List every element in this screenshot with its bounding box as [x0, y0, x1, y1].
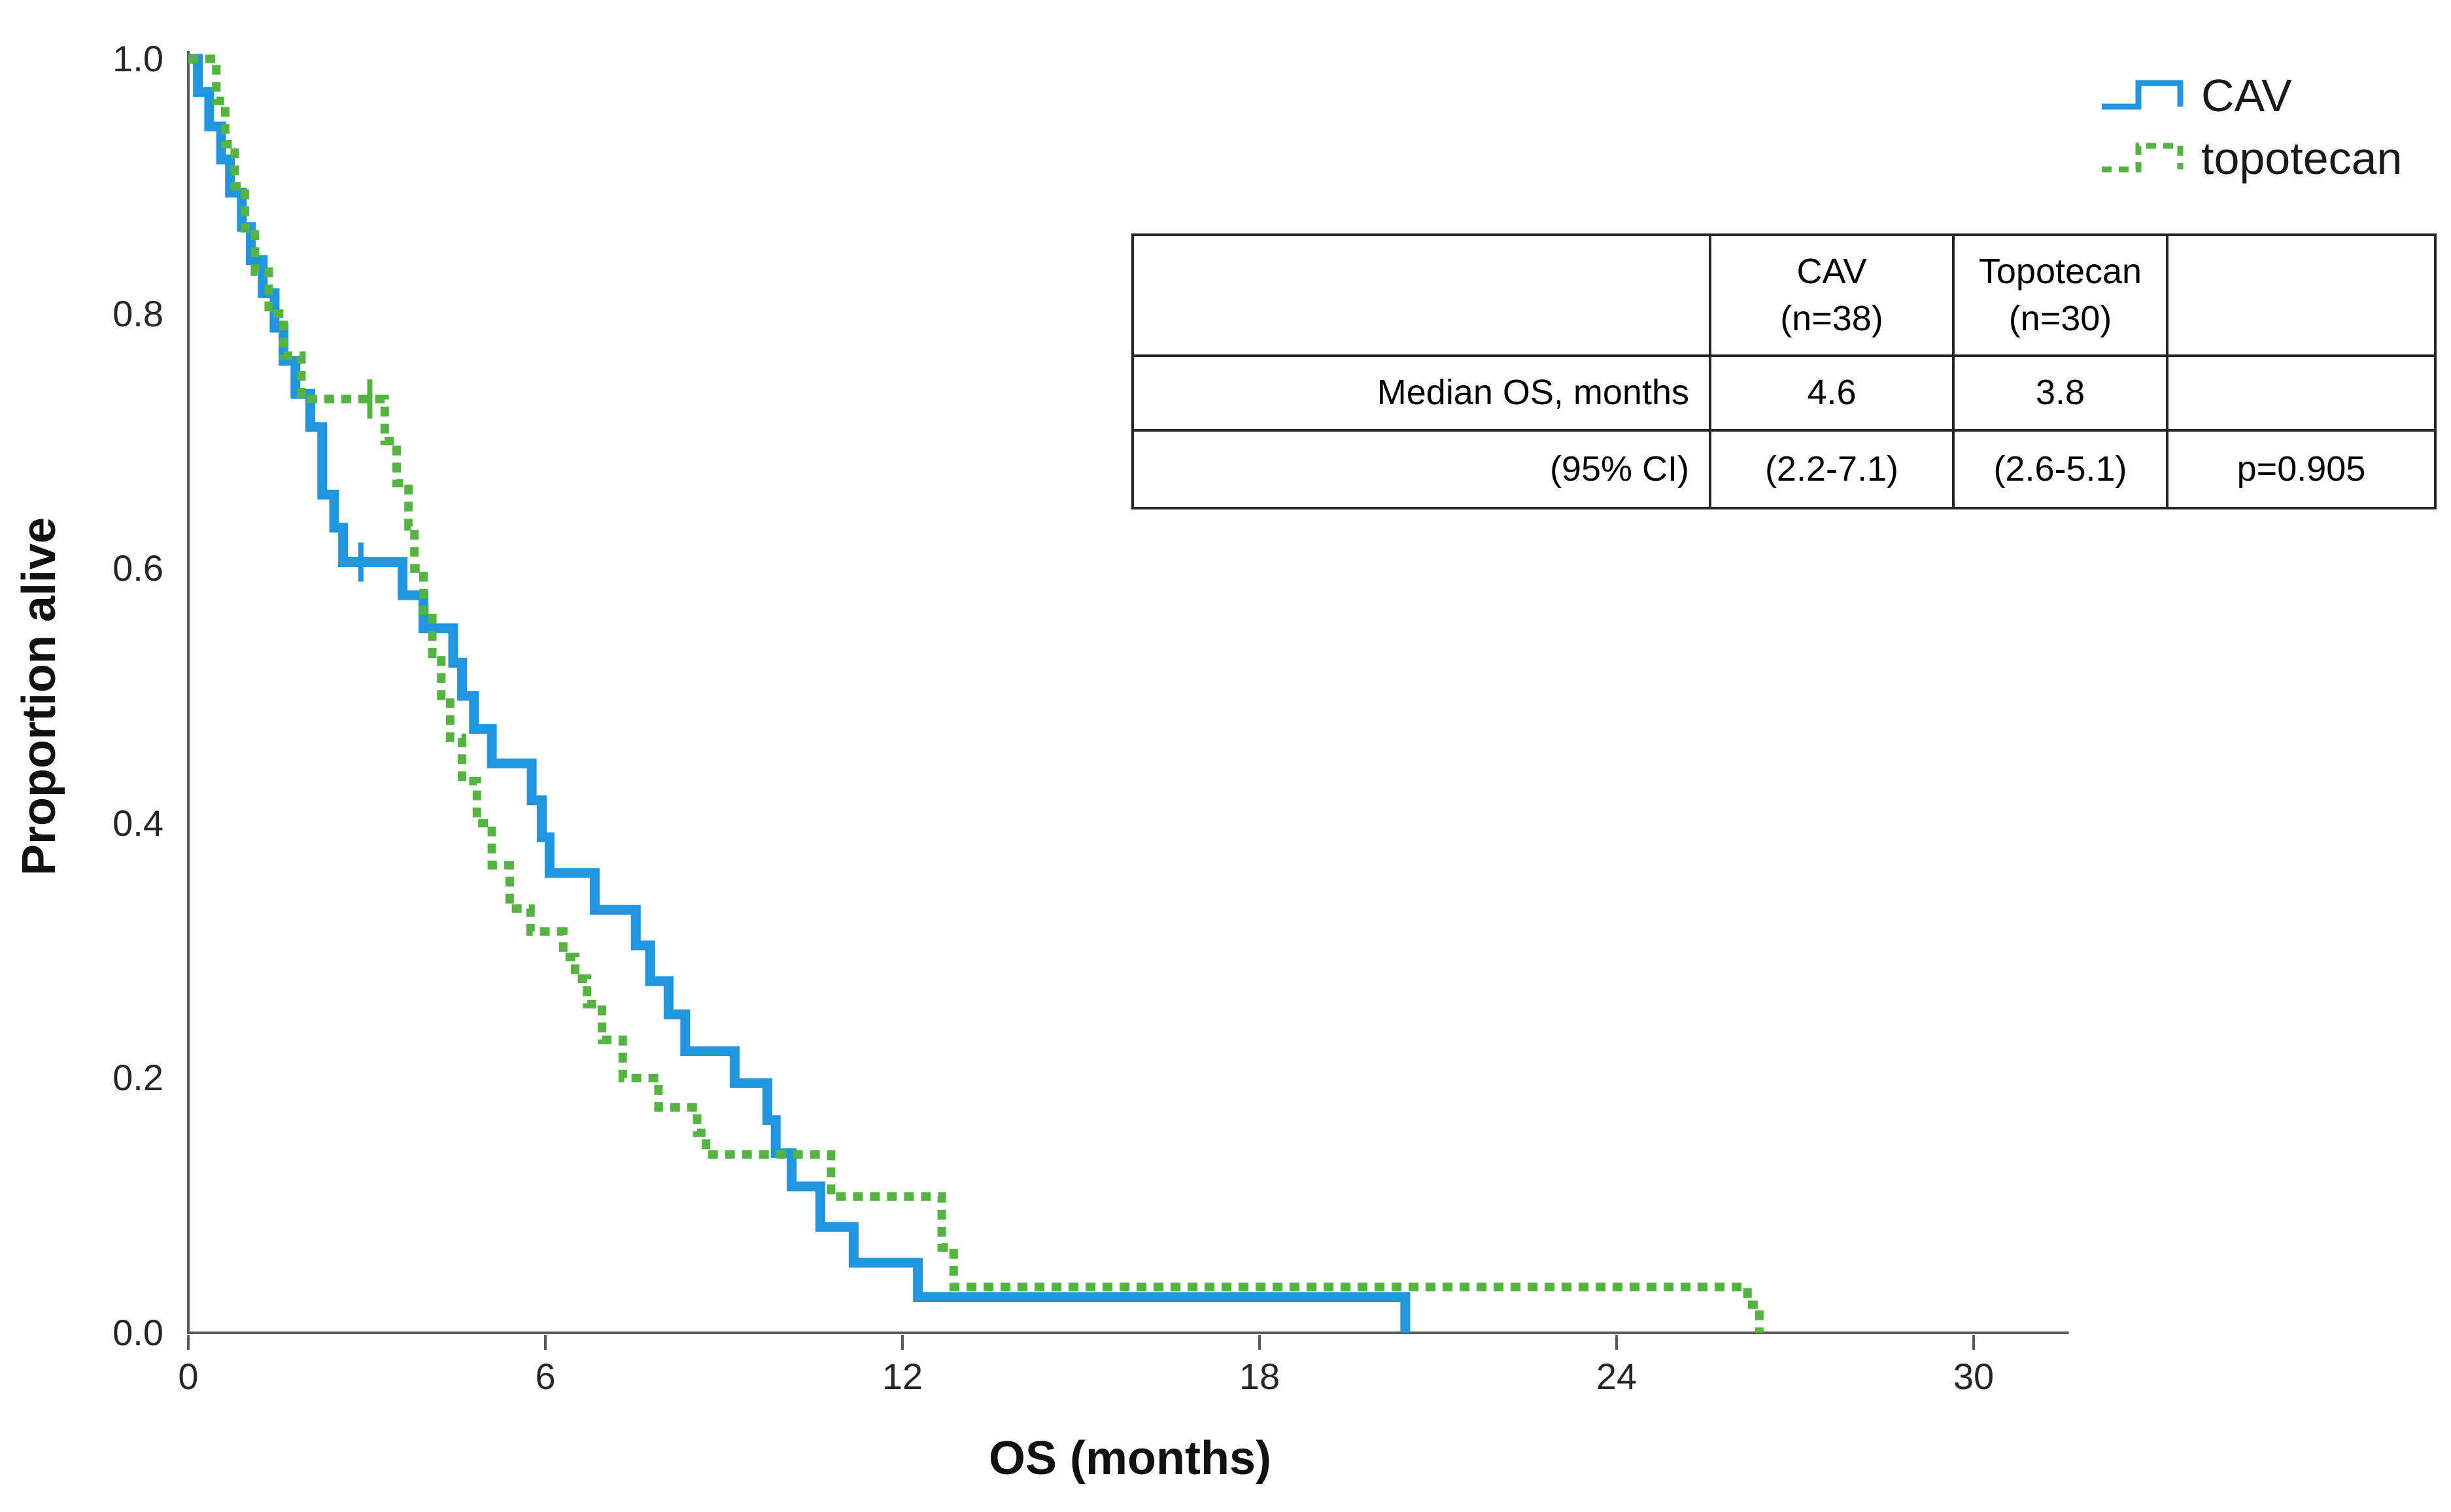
y-tick-label: 0.2 — [112, 1057, 163, 1099]
y-tick-label: 0.0 — [112, 1312, 163, 1353]
ci-cav-value: (2.2-7.1) — [1709, 429, 1955, 509]
header-topotecan-cell: Topotecan (n=30) — [1952, 233, 2168, 357]
table-header-row: CAV (n=38) Topotecan (n=30) — [1131, 233, 2437, 357]
y-tick-label: 0.8 — [112, 292, 163, 334]
median-os-table: CAV (n=38) Topotecan (n=30) Median OS, m… — [1131, 233, 2437, 509]
x-tick-label: 6 — [535, 1356, 556, 1397]
legend-label-topotecan: topotecan — [2201, 133, 2403, 184]
median-cav-value: 4.6 — [1709, 354, 1955, 432]
median-extra-cell — [2166, 354, 2437, 432]
x-axis-title: OS (months) — [989, 1432, 1271, 1485]
p-value-cell: p=0.905 — [2166, 429, 2437, 509]
x-tick-label: 18 — [1239, 1356, 1280, 1397]
header-cav-cell: CAV (n=38) — [1709, 233, 1955, 357]
legend-item-cav: CAV — [2098, 64, 2402, 127]
x-tick-label: 30 — [1953, 1356, 1995, 1397]
median-topotecan-value: 3.8 — [1952, 354, 2168, 432]
header-p-cell — [2166, 233, 2437, 357]
median-row-label: Median OS, months — [1131, 354, 1711, 432]
topotecan-curve — [188, 54, 1764, 1333]
cav-curve — [188, 54, 1411, 1333]
y-tick-label: 0.6 — [112, 547, 163, 589]
table-row-ci: (95% CI) (2.2-7.1) (2.6-5.1) p=0.905 — [1131, 429, 2437, 509]
legend: CAV topotecan — [2098, 64, 2402, 190]
topotecan-line-sample-icon — [2102, 143, 2184, 173]
legend-label-cav: CAV — [2201, 70, 2292, 121]
x-tick-label: 12 — [882, 1356, 923, 1397]
table-row-median: Median OS, months 4.6 3.8 — [1131, 354, 2437, 432]
legend-item-topotecan: topotecan — [2098, 127, 2402, 190]
y-axis-title: Proportion alive — [13, 517, 65, 876]
y-tick-label: 0.4 — [112, 802, 163, 844]
ci-row-label: (95% CI) — [1131, 429, 1711, 509]
header-empty-cell — [1131, 233, 1711, 357]
y-tick-label: 1.0 — [112, 38, 163, 79]
cav-line-sample-icon — [2102, 80, 2184, 110]
x-tick-label: 24 — [1596, 1356, 1637, 1397]
x-tick-label: 0 — [178, 1356, 199, 1397]
ci-topotecan-value: (2.6-5.1) — [1952, 429, 2168, 509]
stats-table: CAV (n=38) Topotecan (n=30) Median OS, m… — [1131, 233, 2437, 509]
